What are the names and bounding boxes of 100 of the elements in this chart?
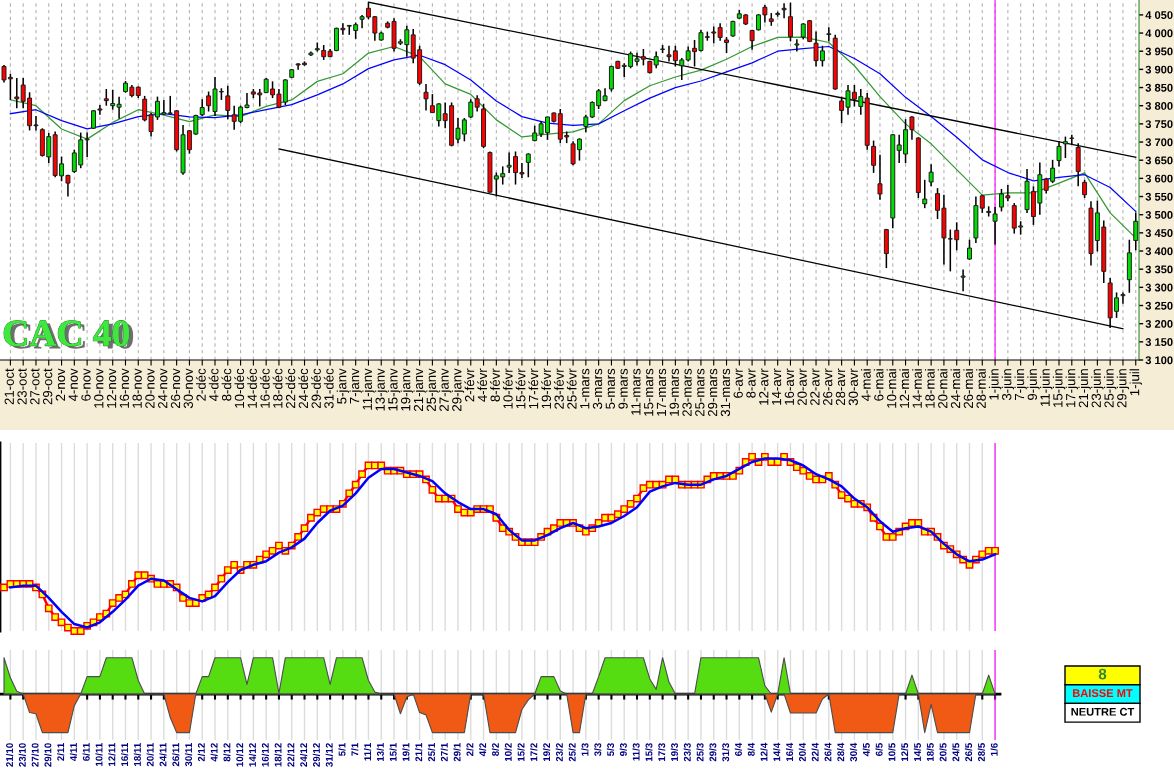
x-tick-label: 23-mars <box>682 368 692 417</box>
y-tick-label: 3 850 <box>1145 83 1173 92</box>
x-tick-label: 26-nov <box>170 368 181 409</box>
x-tick-label: 30/4 <box>849 742 858 762</box>
x-tick-label: 23/3 <box>683 743 691 762</box>
x-tick-label: 18/5 <box>926 743 934 762</box>
x-tick-label: 13-janv <box>375 368 388 411</box>
x-tick-label: 10/5 <box>888 743 896 762</box>
x-tick-label: 21/10 <box>5 743 14 767</box>
x-tick-label: 11/3 <box>632 743 640 761</box>
x-tick-label: 25-mars <box>695 368 705 417</box>
y-tick-label: 3 100 <box>1145 356 1173 365</box>
x-tick-label: 16/11 <box>120 743 129 766</box>
x-tick-label: 5-mars <box>605 368 615 409</box>
x-tick-label: 27-janv <box>439 368 452 411</box>
x-tick-label: 12-avr <box>759 368 769 405</box>
x-tick-label: 23-févr <box>553 368 564 409</box>
y-tick-label: 3 150 <box>1145 338 1173 346</box>
x-tick-label: 29/3 <box>709 743 717 762</box>
x-tick-label: 29/10 <box>44 743 52 767</box>
y-tick-label: 4 050 <box>1145 11 1173 20</box>
x-tick-label: 29-déc <box>311 368 321 409</box>
y-tick-label: 3 450 <box>1145 229 1173 238</box>
x-tick-label: 5/1 <box>338 743 346 756</box>
x-tick-label: 4-déc <box>208 368 219 402</box>
x-tick-label: 11-juin <box>1040 369 1053 406</box>
x-tick-label: 24-nov <box>158 368 168 409</box>
x-tick-label: 7-janv <box>349 368 362 404</box>
x-tick-label: 28/5 <box>977 743 985 762</box>
x-tick-label: 2-déc <box>195 368 206 401</box>
x-tick-label: 10-mai <box>886 369 897 408</box>
x-tick-label: 14/5 <box>913 743 922 762</box>
x-tick-label: 22-déc <box>285 368 296 409</box>
x-tick-label: 18/12 <box>274 743 282 767</box>
x-tick-label: 17/2 <box>530 743 538 762</box>
x-tick-label: 15-janv <box>387 368 401 411</box>
x-tick-label: 31-déc <box>323 368 334 409</box>
x-tick-label: 24/11 <box>159 743 167 767</box>
x-tick-label: 8/4 <box>747 742 755 756</box>
x-tick-label: 23/10 <box>18 743 26 767</box>
x-tick-label: 4/12 <box>210 743 218 762</box>
x-tick-label: 15/3 <box>645 743 653 762</box>
x-tick-label: 3-juin <box>1001 369 1015 401</box>
x-tick-label: 14-mai <box>912 369 922 408</box>
x-tick-label: 15/1 <box>389 743 397 762</box>
x-tick-label: 14/12 <box>248 743 257 767</box>
x-tick-label: 15-mars <box>644 368 654 416</box>
x-tick-label: 16-avr <box>784 368 795 405</box>
x-tick-label: 10/2 <box>504 743 512 762</box>
x-tick-label: 2/2 <box>466 743 474 756</box>
x-tick-label: 12-nov <box>106 368 117 408</box>
x-tick-label: 5/3 <box>606 743 615 756</box>
x-tick-label: 29-mars <box>707 368 718 417</box>
y-tick-label: 3 800 <box>1145 101 1173 110</box>
x-tick-label: 25-juin <box>1104 369 1117 408</box>
x-tick-label: 9-juin <box>1027 369 1040 400</box>
x-tick-label: 6/11 <box>82 743 90 761</box>
x-tick-label: 29-juin <box>1116 369 1130 408</box>
x-tick-label: 31-mars <box>720 368 731 417</box>
x-tick-label: 10-déc <box>234 368 245 408</box>
x-tick-label: 17-juin <box>1065 369 1078 407</box>
x-tick-label: 11-mars <box>631 368 641 415</box>
x-tick-label: 16/12 <box>261 743 269 767</box>
x-tick-label: 21-oct <box>4 368 14 405</box>
x-tick-label: 15-juin <box>1052 369 1066 407</box>
text: BAISSE MT <box>1072 689 1133 698</box>
x-tick-label: 10-févr <box>502 368 513 409</box>
x-tick-label: 23/2 <box>555 743 563 762</box>
x-tick-label: 18-nov <box>132 368 142 408</box>
x-tick-label: 16/4 <box>785 742 794 762</box>
x-tick-label: 23-oct <box>17 368 27 405</box>
x-tick-label: 30-nov <box>183 368 193 409</box>
x-tick-label: 26/5 <box>964 743 973 762</box>
text: 8 <box>1098 668 1107 680</box>
y-tick-label: 3 750 <box>1145 120 1173 129</box>
x-tick-label: 6-nov <box>81 368 91 401</box>
x-tick-label: 20-nov <box>145 368 155 409</box>
x-tick-label: 4/5 <box>862 743 870 757</box>
x-tick-label: 20-mai <box>937 369 948 408</box>
x-tick-label: 1/3 <box>581 743 589 756</box>
x-tick-label: 25-févr <box>566 368 577 409</box>
x-tick-label: 6-avr <box>733 368 743 398</box>
x-tick-label: 17-févr <box>528 368 539 409</box>
x-tick-label: 15/2 <box>517 743 525 762</box>
x-tick-label: 26/11 <box>172 743 180 767</box>
x-tick-label: 24/12 <box>299 743 308 767</box>
y-tick-label: 3 200 <box>1145 319 1173 328</box>
x-tick-label: 7/1 <box>351 743 359 756</box>
x-tick-label: 4-févr <box>477 368 488 402</box>
x-tick-label: 25/3 <box>696 743 704 762</box>
x-tick-label: 19-janv <box>400 368 413 411</box>
x-tick-label: 11-janv <box>362 368 375 410</box>
x-tick-label: 7-juin <box>1014 369 1027 400</box>
x-tick-label: 18/11 <box>133 743 141 766</box>
x-tick-label: 10/11 <box>95 743 103 766</box>
text: CAC 40 <box>4 320 134 349</box>
x-tick-label: 30/11 <box>184 743 193 767</box>
x-tick-label: 23-juin <box>1091 369 1104 408</box>
y-tick-label: 3 550 <box>1145 192 1173 201</box>
x-tick-label: 14-avr <box>772 368 782 405</box>
